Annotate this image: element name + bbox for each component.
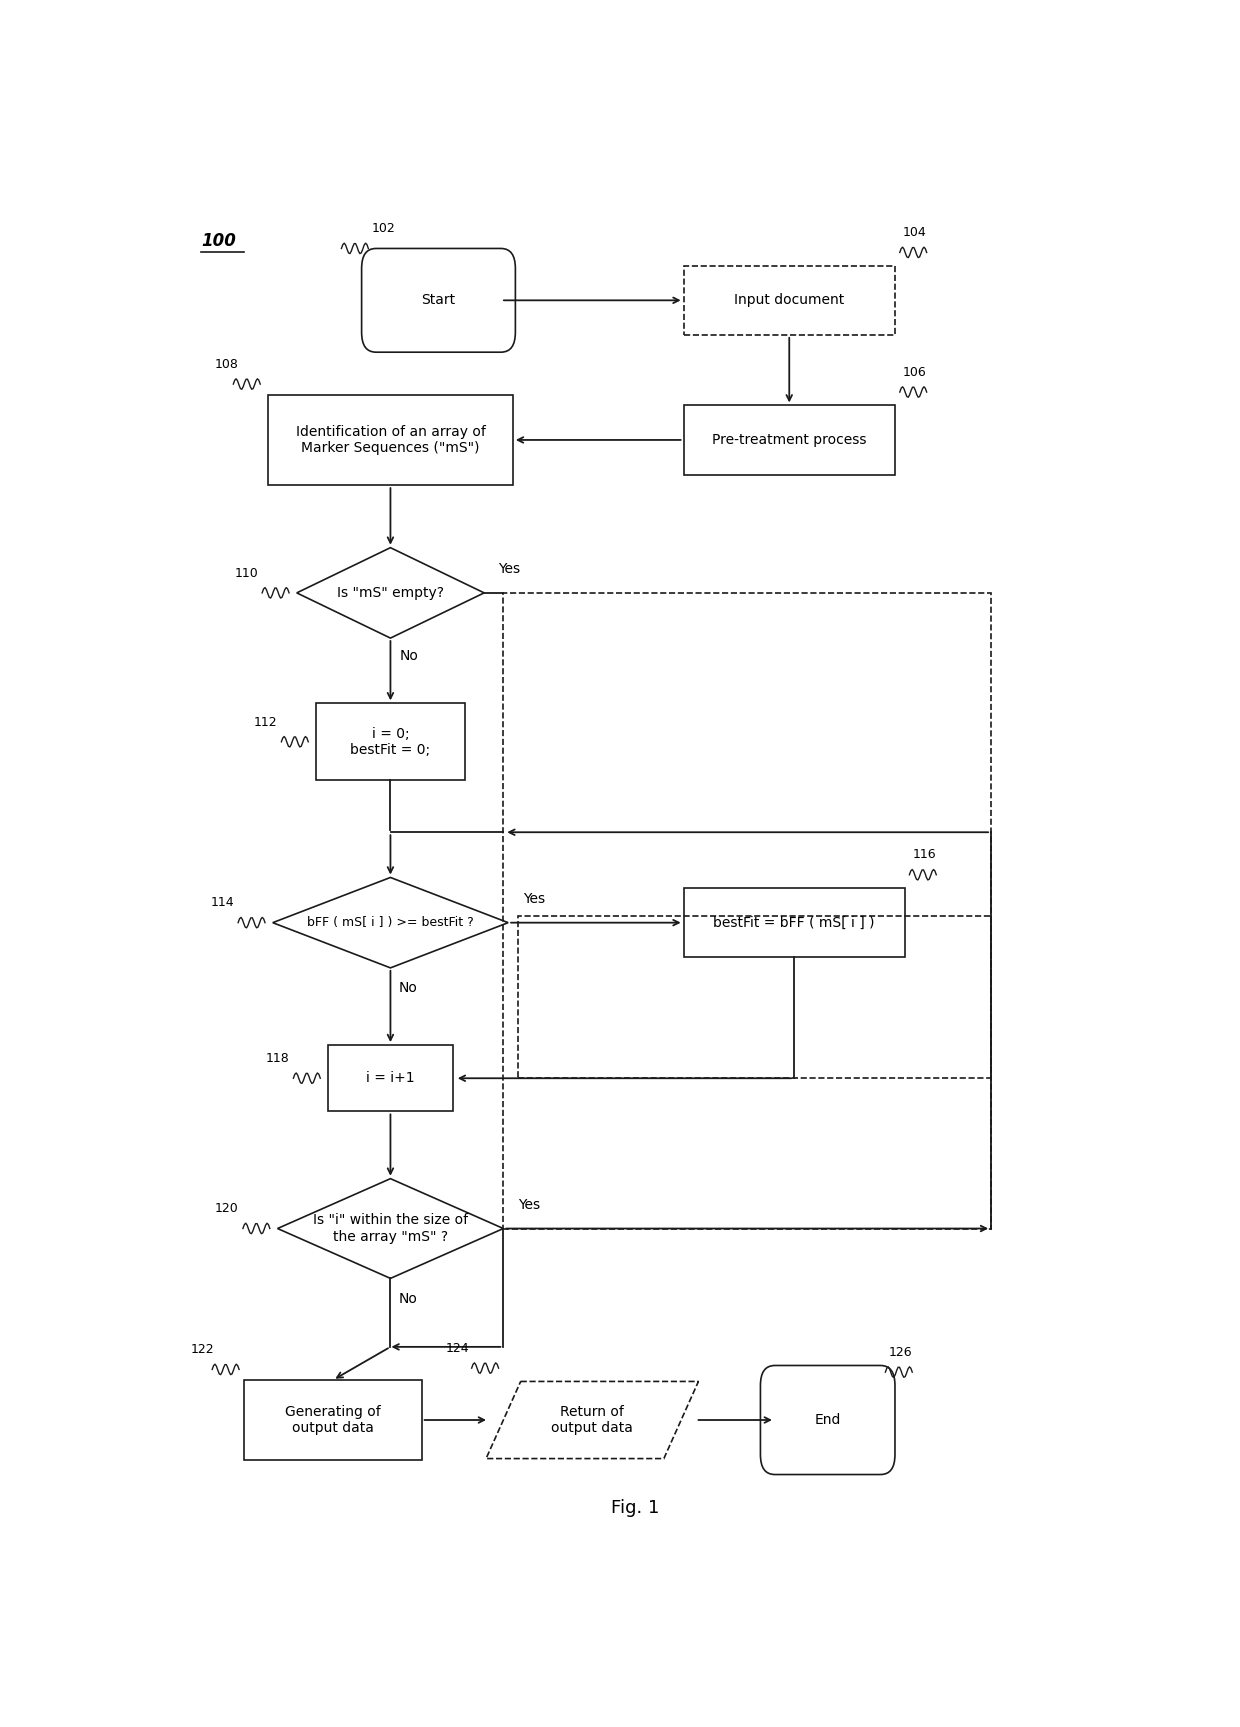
Text: 112: 112 — [253, 715, 277, 729]
Text: 106: 106 — [903, 366, 926, 378]
Bar — [244, 1380, 422, 1459]
Text: Is "mS" empty?: Is "mS" empty? — [337, 585, 444, 599]
Text: Pre-treatment process: Pre-treatment process — [712, 433, 867, 447]
Text: Return of
output data: Return of output data — [552, 1404, 634, 1435]
Text: 100: 100 — [201, 231, 236, 250]
Text: Yes: Yes — [522, 891, 544, 905]
Text: 110: 110 — [234, 566, 258, 580]
FancyBboxPatch shape — [362, 249, 516, 352]
Text: 126: 126 — [888, 1345, 911, 1359]
Bar — [503, 592, 991, 1228]
Polygon shape — [296, 547, 484, 637]
Text: Input document: Input document — [734, 294, 844, 307]
Text: Yes: Yes — [518, 1197, 539, 1212]
Text: Yes: Yes — [498, 561, 521, 575]
Bar — [316, 703, 465, 781]
Text: No: No — [401, 649, 419, 663]
Text: bestFit = bFF ( mS[ i ] ): bestFit = bFF ( mS[ i ] ) — [713, 915, 874, 929]
Bar — [683, 266, 895, 335]
Text: i = i+1: i = i+1 — [366, 1071, 414, 1085]
Bar — [683, 888, 905, 957]
Text: 124: 124 — [445, 1342, 469, 1356]
Bar — [518, 915, 991, 1078]
Text: 114: 114 — [211, 896, 234, 910]
Text: Generating of
output data: Generating of output data — [285, 1404, 381, 1435]
Text: Is "i" within the size of
the array "mS" ?: Is "i" within the size of the array "mS"… — [312, 1214, 467, 1243]
Text: 102: 102 — [371, 223, 396, 235]
Polygon shape — [486, 1382, 698, 1459]
Text: 122: 122 — [191, 1344, 215, 1356]
Text: No: No — [398, 981, 417, 995]
Text: bFF ( mS[ i ] ) >= bestFit ?: bFF ( mS[ i ] ) >= bestFit ? — [308, 915, 474, 929]
Text: 120: 120 — [215, 1202, 239, 1216]
Text: Fig. 1: Fig. 1 — [611, 1499, 660, 1516]
Text: 116: 116 — [913, 848, 936, 862]
Polygon shape — [278, 1178, 503, 1278]
Text: 104: 104 — [903, 226, 926, 238]
Bar — [327, 1045, 453, 1112]
Text: No: No — [398, 1292, 417, 1306]
Text: Start: Start — [422, 294, 455, 307]
Bar — [683, 406, 895, 475]
Text: 118: 118 — [265, 1052, 289, 1066]
Text: Identification of an array of
Marker Sequences ("mS"): Identification of an array of Marker Seq… — [295, 425, 485, 454]
Bar — [268, 395, 513, 485]
FancyBboxPatch shape — [760, 1366, 895, 1475]
Polygon shape — [273, 877, 508, 967]
Text: i = 0;
bestFit = 0;: i = 0; bestFit = 0; — [351, 727, 430, 756]
Text: End: End — [815, 1413, 841, 1427]
Text: 108: 108 — [215, 357, 239, 371]
